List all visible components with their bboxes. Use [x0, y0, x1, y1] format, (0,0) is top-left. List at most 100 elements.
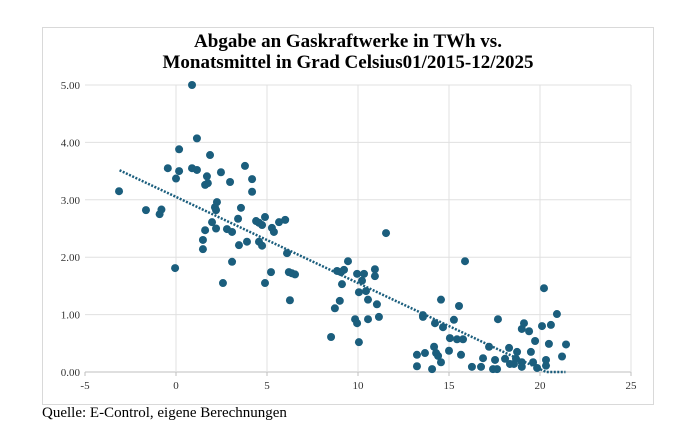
- data-point: [240, 161, 249, 170]
- chart-frame: [42, 27, 654, 405]
- data-point: [258, 241, 267, 250]
- data-point: [493, 315, 502, 324]
- x-tick-label: 10: [353, 380, 365, 392]
- data-point: [228, 227, 237, 236]
- data-point: [412, 362, 421, 371]
- data-point: [449, 315, 458, 324]
- data-point: [526, 347, 535, 356]
- data-point: [428, 365, 437, 374]
- data-point: [531, 337, 540, 346]
- data-point: [493, 365, 502, 374]
- data-point: [370, 265, 379, 274]
- data-point: [436, 295, 445, 304]
- data-point: [353, 319, 362, 328]
- data-point: [505, 343, 514, 352]
- data-point: [353, 269, 362, 278]
- y-tick-label: 5.00: [61, 80, 81, 92]
- data-point: [434, 351, 443, 360]
- data-point: [364, 315, 373, 324]
- data-point: [260, 279, 269, 288]
- x-tick-label: -5: [80, 380, 90, 392]
- data-point: [281, 215, 290, 224]
- data-point: [436, 358, 445, 367]
- y-tick-label: 0.00: [61, 367, 81, 379]
- data-point: [203, 179, 212, 188]
- trendline: [119, 169, 566, 374]
- source-note: Quelle: E-Control, eigene Berechnungen: [42, 405, 287, 421]
- data-point: [529, 358, 538, 367]
- data-point: [188, 81, 197, 89]
- data-point: [157, 205, 166, 214]
- data-point: [267, 268, 276, 277]
- data-point: [171, 264, 180, 273]
- data-point: [115, 187, 124, 196]
- data-point: [354, 288, 363, 297]
- x-tick-label: 15: [444, 380, 456, 392]
- data-point: [479, 354, 488, 363]
- data-point: [354, 338, 363, 347]
- data-point: [533, 363, 542, 372]
- data-point: [501, 354, 510, 363]
- data-point: [339, 265, 348, 274]
- data-point: [519, 319, 528, 328]
- data-point: [412, 350, 421, 359]
- data-point: [285, 296, 294, 305]
- data-point: [445, 346, 453, 355]
- data-point: [242, 237, 251, 246]
- data-point: [327, 332, 336, 341]
- data-point: [335, 296, 344, 305]
- data-point: [202, 172, 211, 181]
- data-point: [248, 187, 257, 196]
- data-point: [201, 226, 210, 235]
- data-point: [234, 241, 243, 250]
- data-point: [430, 319, 439, 328]
- data-point: [370, 272, 379, 281]
- data-point: [420, 349, 429, 358]
- data-point: [544, 339, 553, 348]
- data-point: [477, 362, 486, 371]
- data-point: [457, 350, 466, 359]
- data-point: [218, 279, 227, 288]
- data-point: [517, 362, 526, 371]
- data-point: [206, 151, 215, 160]
- data-point: [546, 320, 555, 329]
- data-point: [558, 352, 567, 361]
- data-point: [192, 134, 201, 143]
- x-tick-label: 5: [264, 380, 270, 392]
- data-point: [552, 310, 561, 319]
- data-point: [269, 227, 278, 236]
- data-point: [455, 301, 464, 310]
- data-point: [198, 235, 207, 244]
- data-point: [542, 355, 551, 364]
- data-point: [228, 257, 237, 266]
- data-point: [163, 164, 172, 173]
- y-tick-label: 4.00: [61, 137, 81, 149]
- y-tick-label: 2.00: [61, 252, 81, 264]
- x-tick-label: 25: [626, 380, 638, 392]
- data-point: [141, 206, 150, 215]
- data-point: [362, 287, 371, 296]
- data-point: [330, 304, 339, 313]
- data-point: [175, 167, 184, 176]
- data-point: [511, 354, 520, 363]
- data-point: [175, 145, 184, 154]
- data-point: [562, 340, 571, 349]
- data-point: [445, 334, 454, 343]
- y-tick-label: 3.00: [61, 195, 81, 207]
- data-point: [216, 168, 225, 177]
- data-point: [172, 174, 180, 183]
- data-point: [337, 280, 346, 289]
- data-point: [485, 342, 494, 351]
- data-point: [291, 270, 300, 279]
- data-point: [525, 327, 534, 336]
- data-point: [467, 362, 476, 371]
- chart-title: Abgabe an Gaskraftwerke in TWh vs. Monat…: [42, 31, 654, 73]
- data-point: [538, 322, 547, 331]
- data-point: [364, 295, 373, 304]
- data-point: [343, 257, 352, 266]
- data-point: [192, 165, 201, 174]
- data-point: [260, 213, 269, 222]
- data-point: [234, 214, 243, 223]
- data-point: [283, 249, 292, 258]
